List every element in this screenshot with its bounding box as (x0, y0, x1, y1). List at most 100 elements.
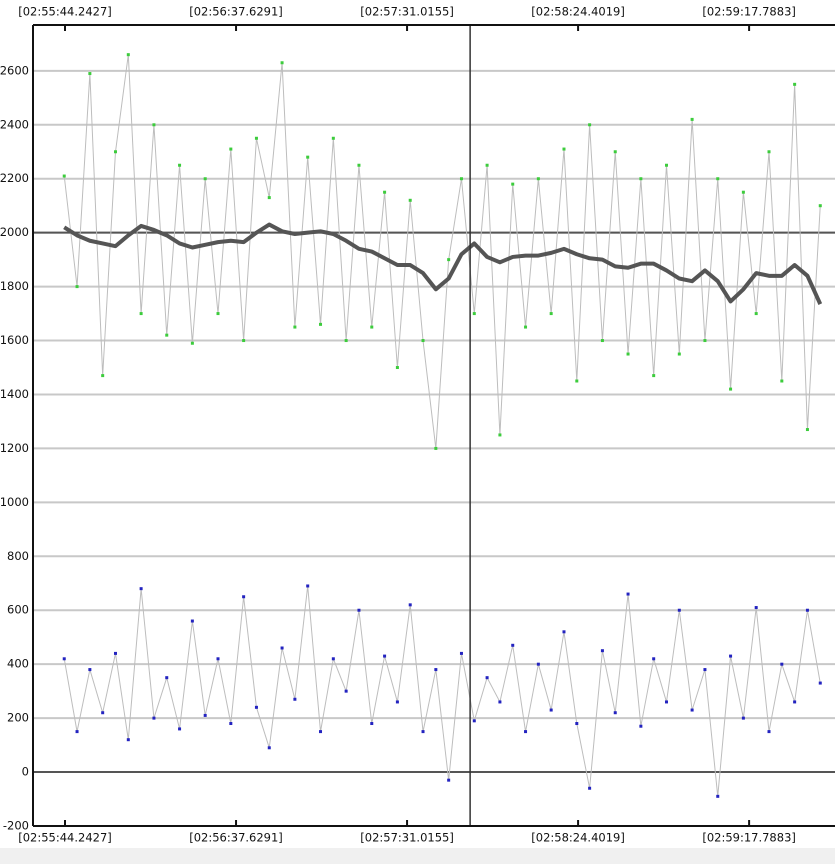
data-point (485, 676, 489, 680)
y-tick-label: 0 (22, 765, 29, 779)
data-point (524, 730, 528, 734)
data-point (549, 312, 553, 316)
data-point (767, 150, 771, 154)
data-point (677, 352, 681, 356)
data-point (178, 727, 182, 731)
data-point (203, 177, 207, 181)
data-point (101, 711, 105, 715)
x-tick-label-top: [02:55:44.2427] (18, 5, 112, 19)
data-point (293, 325, 297, 329)
data-point (805, 608, 809, 612)
data-point (242, 595, 246, 599)
data-point (626, 352, 630, 356)
data-point (280, 61, 284, 65)
data-point (562, 630, 566, 634)
data-point (818, 204, 822, 208)
data-point (459, 177, 463, 181)
x-tick-label-top: [02:56:37.6291] (189, 5, 283, 19)
data-point (395, 366, 399, 370)
data-point (434, 668, 438, 672)
y-tick-label: 600 (7, 603, 29, 617)
data-point (408, 198, 412, 202)
x-tick-label-bottom: [02:59:17.7883] (702, 831, 796, 845)
data-point (280, 646, 284, 650)
data-point (254, 136, 258, 140)
data-point (434, 446, 438, 450)
data-point (344, 339, 348, 343)
data-point (549, 708, 553, 712)
data-point (165, 676, 169, 680)
data-point (101, 374, 105, 378)
x-tick-label-bottom: [02:56:37.6291] (189, 831, 283, 845)
data-point (190, 619, 194, 623)
data-point (639, 177, 643, 181)
data-point (677, 608, 681, 612)
data-point (703, 668, 707, 672)
data-point (254, 705, 258, 709)
data-point (62, 657, 66, 661)
y-tick-label: 1200 (0, 441, 29, 455)
data-point (613, 150, 617, 154)
x-tick-label-top: [02:58:24.4019] (531, 5, 625, 19)
x-tick-label-bottom: [02:55:44.2427] (18, 831, 112, 845)
data-point (536, 177, 540, 181)
data-point (408, 603, 412, 607)
data-point (652, 657, 656, 661)
data-point (498, 700, 502, 704)
data-point (319, 322, 323, 326)
y-tick-label: 200 (7, 711, 29, 725)
data-point (575, 379, 579, 383)
data-point (562, 147, 566, 151)
data-point (805, 428, 809, 432)
data-point (165, 333, 169, 337)
data-point (267, 196, 271, 200)
series-line (63, 585, 821, 797)
data-point (626, 592, 630, 596)
data-point (62, 174, 66, 178)
data-point (729, 387, 733, 391)
data-point (754, 606, 758, 610)
y-tick-label: 400 (7, 657, 29, 671)
data-point (524, 325, 528, 329)
data-point (383, 654, 387, 658)
y-tick-label: -200 (3, 819, 29, 833)
data-point (754, 312, 758, 316)
y-tick-label: 2600 (0, 63, 29, 77)
data-point (139, 312, 143, 316)
data-point (703, 339, 707, 343)
data-point (370, 722, 374, 726)
data-point (767, 730, 771, 734)
data-point (690, 708, 694, 712)
data-point (216, 312, 220, 316)
data-point (498, 433, 502, 437)
data-point (664, 700, 668, 704)
x-tick-label-bottom: [02:58:24.4019] (531, 831, 625, 845)
data-point (357, 163, 361, 167)
series-line (63, 222, 823, 305)
data-point (190, 341, 194, 345)
data-point (357, 608, 361, 612)
data-point (306, 155, 310, 159)
data-point (613, 711, 617, 715)
data-point (447, 258, 451, 262)
data-point (716, 177, 720, 181)
data-point (152, 716, 156, 720)
data-point (203, 713, 207, 717)
data-point (319, 730, 323, 734)
data-point (421, 339, 425, 343)
y-tick-label: 1400 (0, 387, 29, 401)
data-point (293, 697, 297, 701)
data-point (75, 730, 79, 734)
data-point (780, 662, 784, 666)
data-point (472, 312, 476, 316)
x-tick-label-bottom: [02:57:31.0155] (360, 831, 454, 845)
y-tick-label: 1000 (0, 495, 29, 509)
x-tick-label-top: [02:59:17.7883] (702, 5, 796, 19)
plot-area (33, 25, 835, 827)
data-point (536, 662, 540, 666)
data-point (741, 190, 745, 194)
data-point (716, 794, 720, 798)
data-point (126, 53, 130, 57)
